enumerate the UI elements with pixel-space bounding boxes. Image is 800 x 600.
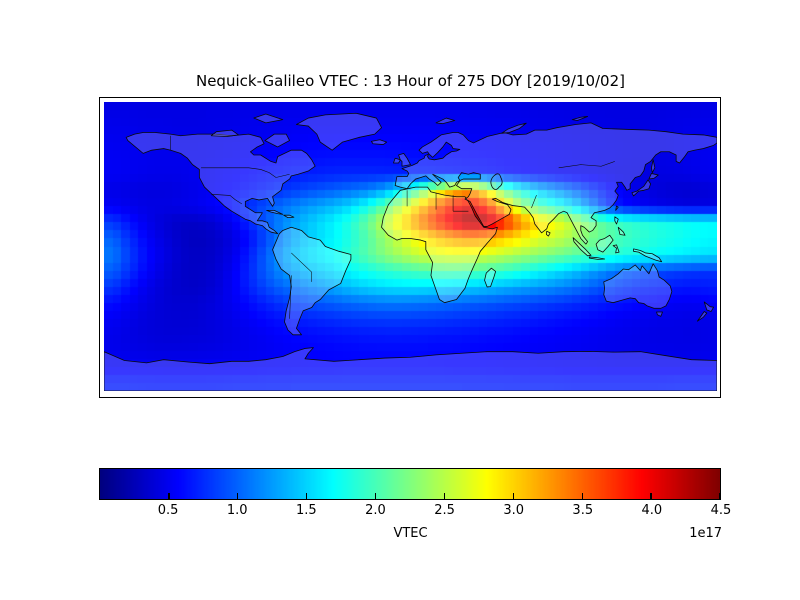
- colorbar: [99, 468, 721, 500]
- colorbar-tick-label: 1.0: [226, 503, 248, 518]
- colorbar-tick: [168, 493, 170, 499]
- north-america-outline: [126, 133, 315, 234]
- colorbar-tick: [512, 493, 515, 499]
- colorbar-tick-label: 4.5: [710, 503, 732, 518]
- colorbar-offset-text: 1e17: [689, 526, 722, 541]
- colorbar-tick: [581, 493, 583, 499]
- plot-title: Nequick-Galileo VTEC : 13 Hour of 275 DO…: [195, 72, 625, 90]
- colorbar-tick: [305, 493, 308, 499]
- colorbar-tick: [443, 493, 446, 499]
- colorbar-tick-label: 0.5: [157, 503, 179, 518]
- antarctica-outline: [104, 348, 717, 391]
- colorbar-tick-labels: 0.5 1.0 1.5 2.0 2.5 3.0 3.5 4.0 4.5: [99, 503, 732, 519]
- australia-outline: [604, 264, 672, 308]
- map-frame: [99, 97, 721, 398]
- colorbar-axis-label: VTEC: [393, 526, 428, 541]
- colorbar-gradient-canvas: [100, 469, 720, 499]
- africa-outline: [382, 187, 498, 303]
- islands-outline: [211, 114, 713, 321]
- colorbar-tick: [374, 493, 377, 499]
- country-borders: [170, 136, 614, 319]
- colorbar-tick: [237, 493, 239, 499]
- coastlines-overlay: [104, 102, 717, 391]
- colorbar-tick-label: 1.5: [295, 503, 317, 518]
- caspian-sea-outline: [491, 174, 502, 190]
- greenland-outline: [296, 113, 381, 150]
- colorbar-tick-label: 2.0: [365, 503, 386, 518]
- eurasia-outline: [395, 123, 717, 244]
- colorbar-tick-label: 4.0: [641, 503, 663, 518]
- colorbar-tick-label: 3.0: [503, 503, 524, 518]
- colorbar-tick-label: 3.5: [572, 503, 594, 518]
- colorbar-tick-label: 2.5: [434, 503, 455, 518]
- colorbar-tick: [719, 493, 721, 499]
- colorbar-tick: [650, 493, 652, 499]
